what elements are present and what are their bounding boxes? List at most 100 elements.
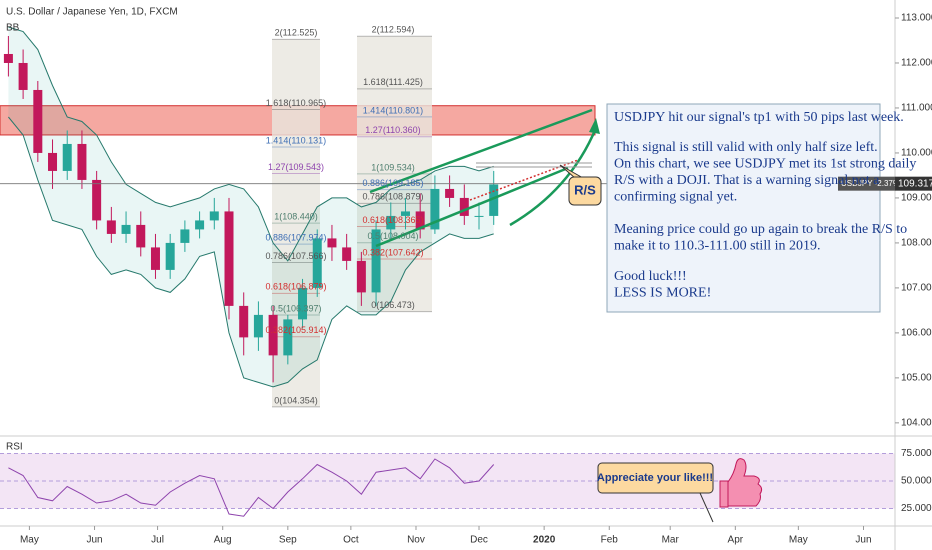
rsi-line <box>8 458 495 517</box>
candle-body <box>430 188 440 230</box>
callout-text: R/S <box>574 182 596 197</box>
price-tag-symbol: USDJPY -2.37% <box>841 179 900 188</box>
candle-body <box>106 220 116 234</box>
candle-body <box>268 314 278 356</box>
fib-label: 0.786(108.879) <box>362 192 423 202</box>
y-tick-label: 112.000 <box>901 58 932 69</box>
fib-label: 0.618(106.879) <box>265 282 326 292</box>
fib-label: 0.886(109.185) <box>362 178 423 188</box>
fib-box <box>272 39 320 407</box>
candle-body <box>224 211 234 306</box>
candle-body <box>150 247 160 270</box>
note-text: This signal is still valid with only hal… <box>614 140 878 155</box>
x-tick-label: Mar <box>662 535 680 546</box>
rsi-label: RSI <box>6 442 23 453</box>
fib-label: 1.414(110.131) <box>266 135 326 145</box>
y-tick-label: 105.000 <box>901 373 932 384</box>
x-tick-label: Sep <box>279 535 297 546</box>
y-tick-label: 106.000 <box>901 328 932 339</box>
fib-label: 1.414(110.801) <box>363 105 423 115</box>
fib-label: 1.618(110.965) <box>266 98 326 108</box>
note-text: USDJPY hit our signal's tp1 with 50 pips… <box>614 110 904 125</box>
channel-line <box>369 108 593 194</box>
candle-body <box>356 260 366 293</box>
x-tick-label: Jun <box>855 535 871 546</box>
rsi-tick-label: 25.000 <box>901 503 932 514</box>
fib-label: 0.382(107.642) <box>362 247 423 257</box>
note-box <box>606 103 881 313</box>
candle-body <box>33 89 43 153</box>
y-tick-label: 107.000 <box>901 283 932 294</box>
like-pointer <box>699 492 714 523</box>
like-text: Appreciate your like!!! <box>597 472 713 484</box>
candle-body <box>474 215 484 217</box>
candle-body <box>298 287 308 320</box>
note-text: Meaning price could go up again to break… <box>614 222 907 237</box>
candle-body <box>121 224 131 234</box>
y-tick-label: 110.000 <box>901 148 932 159</box>
candle-body <box>489 184 499 216</box>
bb-fill <box>8 27 494 387</box>
x-tick-label: Apr <box>728 535 744 546</box>
note-text: R/S with a DOJI. That is a warning signa… <box>614 173 880 188</box>
candle-body <box>445 188 455 198</box>
candle-body <box>253 314 263 338</box>
y-tick-label: 108.000 <box>901 238 932 249</box>
fib-label: 2(112.525) <box>275 28 318 38</box>
x-tick-label: 2020 <box>533 535 556 546</box>
fib-label: 0.886(107.974) <box>265 232 326 242</box>
candle-body <box>48 152 58 171</box>
candle-body <box>342 247 352 261</box>
y-tick-label: 104.000 <box>901 417 932 428</box>
price-tag-bg <box>895 176 932 191</box>
candle-body <box>327 238 337 248</box>
price-tag-symbol-bg <box>838 176 895 191</box>
price-tag-label: 109.317 <box>898 178 932 189</box>
chart-title: U.S. Dollar / Japanese Yen, 1D, FXCM <box>6 7 178 18</box>
candle-body <box>386 215 396 230</box>
candle-body <box>239 305 249 338</box>
x-tick-label: Jul <box>151 535 164 546</box>
trend-line <box>469 159 579 201</box>
fib-label: 0.618(108.365) <box>362 215 423 225</box>
candle-body <box>415 211 425 230</box>
thumb-cuff <box>719 480 729 508</box>
x-tick-label: May <box>20 535 39 546</box>
y-tick-label: 109.000 <box>901 193 932 204</box>
candle-body <box>92 179 102 221</box>
candle-body <box>62 143 72 171</box>
note-text: confirming signal yet. <box>614 190 737 205</box>
candle-body <box>209 211 219 221</box>
channel-line <box>375 166 569 248</box>
note-text: Good luck!!! <box>614 269 687 284</box>
x-tick-label: Nov <box>407 535 425 546</box>
bb-lower <box>8 116 494 388</box>
fib-label: 1.27(109.543) <box>268 162 324 172</box>
x-tick-label: Dec <box>470 535 488 546</box>
indicator-label: BB <box>6 23 20 34</box>
rsi-tick-label: 50.000 <box>901 476 932 487</box>
candle-body <box>3 53 13 63</box>
fib-label: 1(108.440) <box>274 211 318 221</box>
fib-label: 0.5(106.397) <box>270 303 321 313</box>
fib-label: 1(109.534) <box>371 162 415 172</box>
candle-body <box>283 319 293 356</box>
fib-label: 0(104.354) <box>274 395 318 405</box>
candle-body <box>18 62 28 90</box>
like-box <box>597 462 714 494</box>
x-tick-label: Feb <box>601 535 619 546</box>
x-tick-label: May <box>789 535 808 546</box>
fib-label: 1.27(110.360) <box>365 125 420 135</box>
note-text: make it to 110.3-111.00 still in 2019. <box>614 239 821 254</box>
candle-body <box>459 197 469 216</box>
arrow-head <box>589 118 600 134</box>
candle-body <box>136 224 146 248</box>
fib-label: 0.786(107.566) <box>265 251 326 261</box>
y-tick-label: 111.000 <box>901 103 932 114</box>
candle-body <box>312 238 322 288</box>
x-tick-label: Jun <box>86 535 102 546</box>
projection-curve <box>509 127 598 227</box>
fib-label: 2(112.594) <box>372 25 415 35</box>
